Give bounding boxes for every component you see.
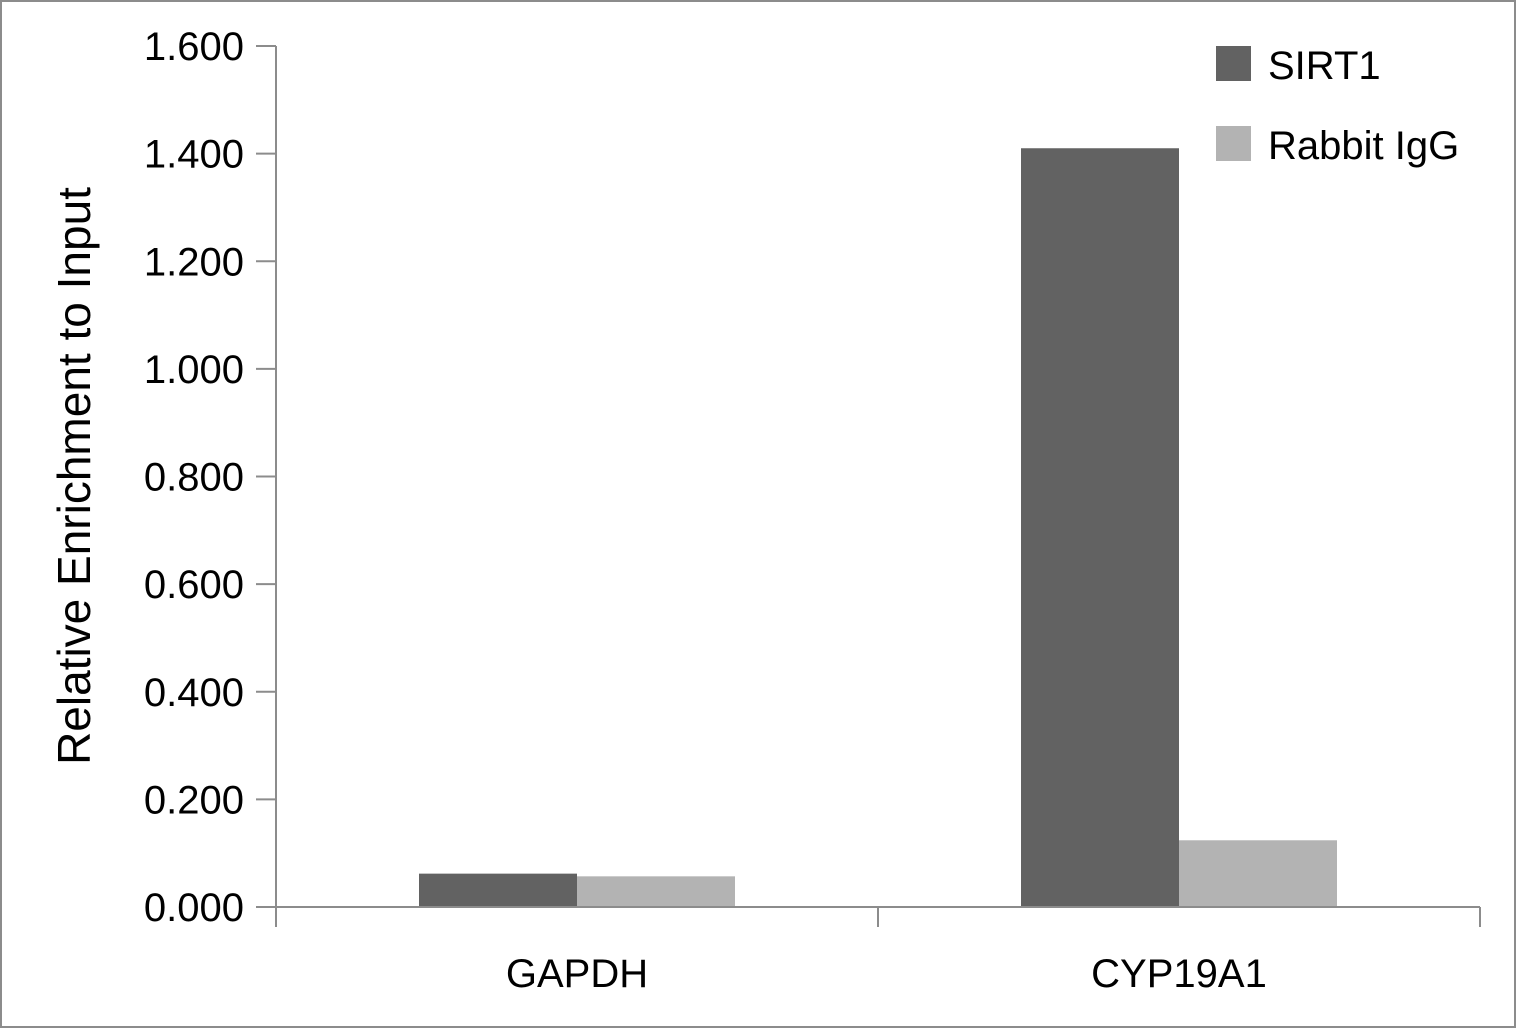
y-tick-label: 1.200 [144,240,244,284]
axes [275,46,1480,927]
x-tick-label: GAPDH [506,952,648,996]
y-tick-label: 1.600 [144,25,244,69]
y-tick-label: 0.600 [144,563,244,607]
y-axis-title: Relative Enrichment to Input [48,187,100,765]
y-tick-label: 1.400 [144,133,244,177]
bar-sirt1-cyp19a1 [1021,148,1179,907]
y-tick-label: 0.000 [144,886,244,930]
legend-swatch [1216,126,1251,161]
x-tick-label: CYP19A1 [1091,952,1267,996]
x-axis-ticks: GAPDH CYP19A1 [275,907,1481,996]
legend-label: Rabbit IgG [1268,124,1459,168]
y-tick-label: 1.000 [144,348,244,392]
y-tick-label: 0.200 [144,778,244,822]
bar-rabbit-igg-gapdh [577,876,735,907]
y-tick-label: 0.800 [144,456,244,500]
legend-swatch [1216,46,1251,81]
bar-sirt1-gapdh [419,873,577,907]
bar-rabbit-igg-cyp19a1 [1179,840,1337,907]
legend: SIRT1 Rabbit IgG [1216,44,1459,168]
bars [419,148,1337,907]
y-tick-label: 0.400 [144,671,244,715]
legend-label: SIRT1 [1268,44,1381,88]
y-axis-ticks: 0.000 0.200 0.400 0.600 0.800 1.000 1.200 1.400… [144,25,276,930]
y-axis-title-group: Relative Enrichment to Input [48,187,100,765]
